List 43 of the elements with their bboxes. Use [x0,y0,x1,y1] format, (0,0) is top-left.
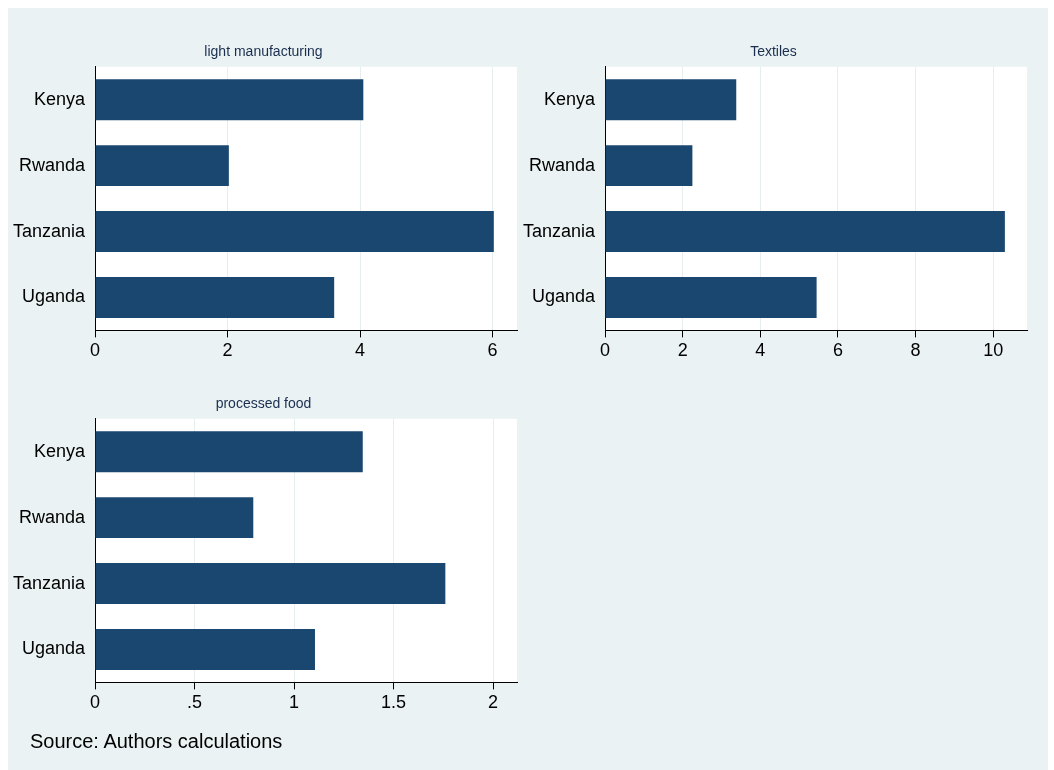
bar [605,79,737,121]
x-tick-label: 2 [222,340,233,361]
bar [605,211,1005,252]
x-tick-label: 6 [832,340,843,361]
bar [95,431,363,473]
bar [95,563,446,604]
x-tick-label: 1.5 [381,692,407,713]
bar [95,629,315,670]
y-tick-label: Kenya [34,88,87,109]
bar [95,497,254,539]
chart-title: Textiles [750,43,797,60]
chart-title: processed food [215,395,312,412]
y-tick-label: Rwanda [19,154,87,175]
x-tick-label: 4 [755,340,766,361]
x-tick-label: 1 [289,692,300,713]
x-tick-label: 6 [487,340,498,361]
y-tick-label: Rwanda [529,154,597,175]
x-tick-label: 8 [910,340,921,361]
y-tick-label: Kenya [544,88,597,109]
bar [95,211,494,252]
y-tick-label: Tanzania [522,220,597,241]
bar [605,277,817,318]
y-tick-label: Uganda [531,286,597,307]
x-tick-label: 0 [90,340,101,361]
bar [95,145,229,187]
chart-title: light manufacturing [204,43,323,60]
x-tick-label: 0 [600,340,611,361]
source-note: Source: Authors calculations [30,730,283,753]
y-tick-label: Kenya [34,440,87,461]
x-tick-label: 2 [677,340,688,361]
y-tick-label: Tanzania [12,572,87,593]
y-tick-label: Rwanda [19,506,87,527]
bar [95,79,364,121]
bar [95,277,335,318]
y-tick-label: Uganda [21,286,87,307]
x-tick-label: .5 [187,692,203,713]
bar [605,145,693,187]
y-tick-label: Tanzania [12,220,87,241]
x-tick-label: 4 [355,340,366,361]
x-tick-label: 10 [983,340,1004,361]
x-tick-label: 2 [488,692,499,713]
y-tick-label: Uganda [21,638,87,659]
x-tick-label: 0 [90,692,101,713]
